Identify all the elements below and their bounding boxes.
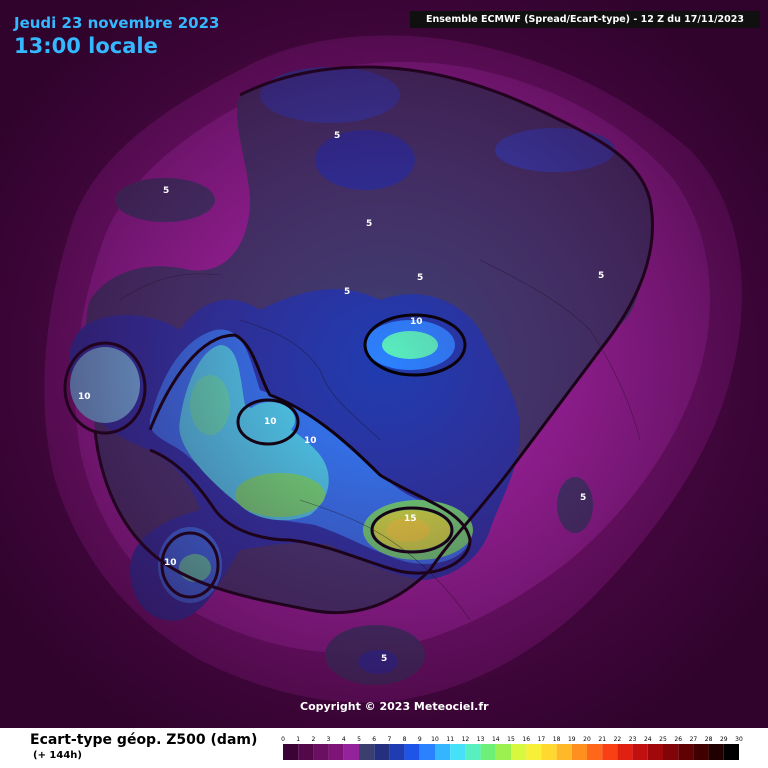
scale-tick-label: 10 [431, 736, 439, 743]
scale-tick-label: 15 [507, 736, 515, 743]
forecast-date: Jeudi 23 novembre 2023 [14, 14, 220, 32]
contour-label: 10 [264, 417, 277, 427]
scale-tick-label: 0 [281, 736, 285, 743]
scale-tick-label: 1 [296, 736, 300, 743]
scale-color-swatch [571, 744, 587, 760]
scale-tick-label: 19 [568, 736, 576, 743]
scale-color-swatch [419, 744, 435, 760]
contour-label: 10 [78, 392, 91, 402]
contour-label: 5 [580, 493, 586, 503]
scale-tick-label: 20 [583, 736, 591, 743]
scale-tick-label: 25 [659, 736, 667, 743]
scale-tick-label: 8 [403, 736, 407, 743]
contour-label: 5 [334, 131, 340, 141]
scale-tick-label: 17 [538, 736, 546, 743]
scale-tick-label: 13 [477, 736, 485, 743]
scale-color-swatch [435, 744, 451, 760]
scale-color-swatch [708, 744, 724, 760]
contour-label: 5 [366, 219, 372, 229]
contour-label: 15 [404, 514, 417, 524]
scale-color-swatch [465, 744, 481, 760]
scale-tick-label: 26 [674, 736, 682, 743]
ensemble-spread-map: 5 5 5 5 5 5 5 5 10 10 10 10 10 15 Jeudi … [0, 0, 768, 728]
scale-tick-label: 14 [492, 736, 500, 743]
contour-label: 5 [163, 186, 169, 196]
scale-tick-label: 11 [446, 736, 454, 743]
scale-tick-label: 5 [357, 736, 361, 743]
scale-tick-label: 29 [720, 736, 728, 743]
contour-label: 5 [344, 287, 350, 297]
scale-tick-label: 30 [735, 736, 743, 743]
scale-color-swatch [556, 744, 572, 760]
scale-tick-label: 12 [462, 736, 470, 743]
scale-color-swatch [313, 744, 329, 760]
scale-tick-label: 4 [342, 736, 346, 743]
contour-label: 10 [304, 436, 317, 446]
scale-tick-label: 6 [372, 736, 376, 743]
copyright-notice: Copyright © 2023 Meteociel.fr [300, 700, 489, 713]
scale-tick-label: 2 [311, 736, 315, 743]
model-source-label: Ensemble ECMWF (Spread/Ecart-type) - 12 … [410, 11, 760, 28]
map-canvas: 5 5 5 5 5 5 5 5 10 10 10 10 10 15 [0, 0, 768, 728]
color-scale: 0 1 2 3 4 5 6 7 8 9 10 11 12 13 14 15 16 17 18 19 20 21 22 23 24… [281, 736, 743, 760]
scale-color-swatch [283, 744, 299, 760]
scale-color-swatch [602, 744, 618, 760]
scale-color-swatch [663, 744, 679, 760]
scale-color-swatch [632, 744, 648, 760]
scale-tick-label: 23 [629, 736, 637, 743]
lead-time: (+ 144h) [33, 750, 82, 761]
scale-tick-label: 3 [327, 736, 331, 743]
scale-tick-label: 22 [614, 736, 622, 743]
scale-color-swatch [495, 744, 511, 760]
scale-tick-label: 16 [522, 736, 530, 743]
scale-tick-label: 18 [553, 736, 561, 743]
scale-tick-label: 7 [387, 736, 391, 743]
scale-color-swatch [389, 744, 405, 760]
scale-color-swatch [298, 744, 314, 760]
scale-color-swatch [374, 744, 390, 760]
scale-tick-label: 28 [705, 736, 713, 743]
scale-color-swatch [647, 744, 663, 760]
scale-color-swatch [359, 744, 375, 760]
scale-tick-label: 21 [598, 736, 606, 743]
scale-color-swatch [587, 744, 603, 760]
scale-color-swatch [328, 744, 344, 760]
contour-label: 10 [164, 558, 177, 568]
contour-label: 10 [410, 317, 423, 327]
scale-color-swatch [511, 744, 527, 760]
scale-color-swatch [526, 744, 542, 760]
scale-color-swatch [404, 744, 420, 760]
contour-label: 5 [598, 271, 604, 281]
vignette [0, 0, 768, 728]
contour-labels: 5 5 5 5 5 5 5 5 10 10 10 10 10 15 [78, 131, 604, 664]
scale-tick-label: 27 [690, 736, 698, 743]
scale-color-swatch [678, 744, 694, 760]
scale-color-swatch [723, 744, 739, 760]
scale-color-swatch [693, 744, 709, 760]
contour-label: 5 [417, 273, 423, 283]
scale-tick-label: 9 [418, 736, 422, 743]
scale-color-swatch [450, 744, 466, 760]
contour-label: 5 [381, 654, 387, 664]
scale-color-swatch [480, 744, 496, 760]
variable-title: Ecart-type géop. Z500 (dam) [30, 732, 258, 748]
scale-color-swatch [541, 744, 557, 760]
scale-color-swatch [343, 744, 359, 760]
scale-tick-label: 24 [644, 736, 652, 743]
forecast-time: 13:00 locale [14, 34, 158, 58]
scale-color-swatch [617, 744, 633, 760]
